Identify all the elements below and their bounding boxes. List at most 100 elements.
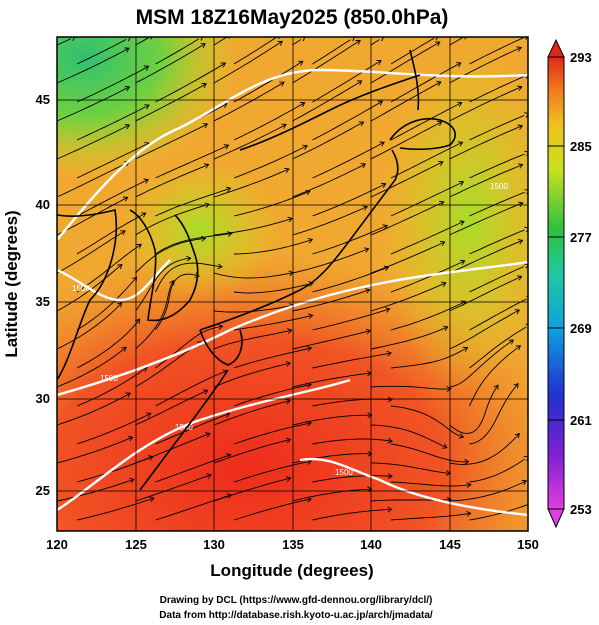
x-tick-label: 125 bbox=[125, 537, 147, 552]
colorbar-tick-label: 285 bbox=[570, 139, 592, 154]
coastline-japan-honshu bbox=[199, 149, 399, 331]
streamline bbox=[449, 339, 514, 388]
streamline-arrowhead bbox=[124, 47, 130, 53]
streamline bbox=[233, 460, 312, 483]
streamline bbox=[213, 40, 283, 84]
streamline-arrowhead bbox=[458, 433, 465, 439]
streamline bbox=[292, 488, 372, 502]
streamline bbox=[370, 385, 451, 390]
streamline bbox=[292, 121, 364, 160]
streamline-arrowhead bbox=[518, 201, 524, 207]
streamline-arrowhead bbox=[127, 435, 134, 442]
streamline-arrowhead bbox=[144, 104, 150, 110]
streamline-arrowhead bbox=[367, 412, 373, 419]
streamline-arrowhead bbox=[203, 163, 210, 169]
streamline bbox=[469, 37, 524, 65]
streamline-arrowhead bbox=[122, 196, 129, 202]
streamline bbox=[469, 153, 525, 179]
streamline-arrowhead bbox=[360, 163, 367, 169]
streamline-arrowhead bbox=[299, 102, 306, 108]
streamline bbox=[370, 462, 451, 474]
streamline bbox=[390, 181, 464, 217]
streamline bbox=[449, 384, 499, 435]
streamline-arrowhead bbox=[202, 123, 209, 129]
x-axis-label: Longitude (degrees) bbox=[210, 561, 373, 580]
streamline bbox=[312, 266, 389, 293]
colorbar-tick-label: 293 bbox=[570, 50, 592, 65]
streamline bbox=[213, 124, 287, 160]
streamline-arrowhead bbox=[459, 259, 466, 266]
streamline-arrowhead bbox=[493, 384, 499, 390]
streamline bbox=[57, 197, 128, 236]
streamline bbox=[370, 121, 443, 160]
height-contours bbox=[57, 68, 528, 517]
streamline bbox=[449, 239, 523, 274]
streamline bbox=[312, 475, 393, 483]
streamline bbox=[312, 352, 392, 369]
streamline-arrowhead bbox=[226, 453, 232, 459]
streamline bbox=[213, 37, 227, 46]
streamline bbox=[76, 104, 150, 141]
coastline-japan-kyushu bbox=[199, 329, 243, 366]
streamline bbox=[233, 239, 313, 255]
streamline bbox=[233, 37, 277, 65]
streamline-arrowhead bbox=[384, 307, 391, 313]
streamline bbox=[370, 282, 446, 312]
y-tick-label: 40 bbox=[36, 197, 50, 212]
streamline bbox=[292, 330, 371, 350]
streamline bbox=[213, 168, 290, 198]
streamline bbox=[135, 164, 209, 198]
streamline bbox=[135, 474, 212, 502]
streamline bbox=[233, 60, 304, 103]
streamline-arrowhead bbox=[355, 39, 361, 45]
streamline-arrowhead bbox=[460, 300, 467, 306]
streamline bbox=[390, 481, 471, 487]
streamline bbox=[469, 76, 525, 103]
streamline bbox=[233, 384, 312, 407]
streamline-arrowhead bbox=[143, 178, 149, 184]
streamline-arrowhead bbox=[121, 346, 127, 352]
y-tick-label: 30 bbox=[36, 391, 50, 406]
plot-frame bbox=[56, 36, 529, 532]
streamline bbox=[57, 124, 130, 160]
streamline bbox=[449, 86, 522, 122]
streamline bbox=[390, 62, 462, 103]
colorbar-gradient bbox=[547, 56, 565, 510]
contour-label: 1500 bbox=[335, 468, 353, 477]
streamline-arrowhead bbox=[462, 346, 469, 352]
streamline-arrowhead bbox=[516, 275, 523, 281]
streamline bbox=[449, 37, 463, 46]
streamline bbox=[135, 237, 206, 274]
streamline-arrowhead bbox=[517, 124, 524, 130]
streamline-arrowhead bbox=[149, 496, 155, 502]
streamline bbox=[370, 201, 444, 236]
streamline bbox=[449, 275, 522, 312]
y-tick-label: 45 bbox=[36, 92, 50, 107]
streamline-arrowhead bbox=[458, 180, 465, 187]
streamline bbox=[449, 164, 523, 198]
contour-label: 1500 bbox=[490, 182, 508, 191]
streamline bbox=[213, 272, 294, 279]
coastline-korea bbox=[129, 209, 199, 322]
streamline-arrowhead bbox=[439, 200, 445, 207]
streamline-arrowhead bbox=[446, 386, 452, 392]
y-tick-label: 25 bbox=[36, 483, 50, 498]
streamline bbox=[312, 141, 385, 179]
streamline-arrowhead bbox=[525, 37, 528, 40]
streamline bbox=[155, 454, 231, 483]
streamline-arrowhead bbox=[279, 81, 285, 87]
streamline-arrowhead bbox=[377, 100, 384, 106]
streamline bbox=[469, 504, 528, 521]
streamline-arrowhead bbox=[308, 281, 314, 287]
streamline-arrowhead bbox=[436, 81, 442, 87]
credit-drawing: Drawing by DCL (https://www.gfd-dennou.o… bbox=[160, 595, 433, 606]
streamline-arrowhead bbox=[516, 46, 522, 52]
streamline bbox=[233, 314, 313, 331]
streamline bbox=[390, 220, 465, 255]
colorbar-tick-label: 277 bbox=[570, 230, 592, 245]
streamline-arrowhead bbox=[124, 86, 131, 92]
colorbar-max-arrow bbox=[547, 38, 565, 58]
streamline-arrowhead bbox=[298, 60, 304, 66]
colorbar-tick-label: 253 bbox=[570, 502, 592, 517]
streamline-arrowhead bbox=[387, 437, 393, 444]
